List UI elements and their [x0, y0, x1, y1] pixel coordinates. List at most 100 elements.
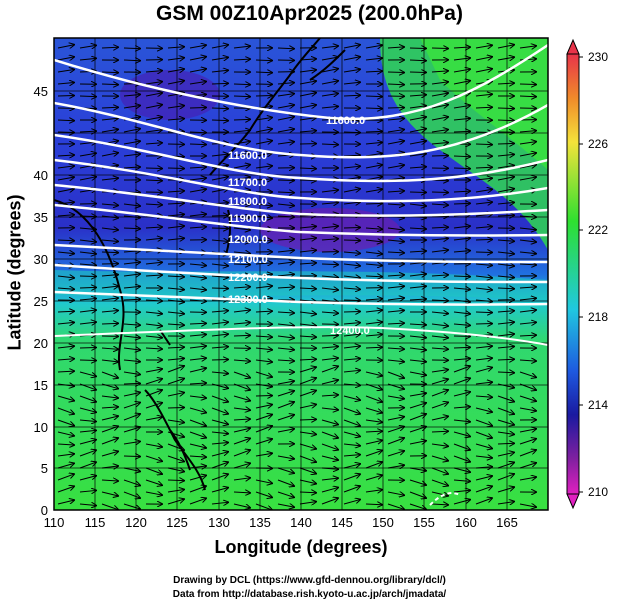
- streamline-arrow: [211, 395, 228, 402]
- streamline-arrow: [101, 371, 118, 378]
- streamline-arrow: [431, 467, 448, 474]
- streamline-arrow: [123, 262, 140, 264]
- streamline-arrow: [189, 475, 206, 481]
- streamline-arrow: [79, 322, 96, 324]
- x-tick-label: 130: [208, 515, 230, 530]
- streamline-arrow: [365, 71, 382, 72]
- streamline-arrow: [145, 105, 162, 108]
- streamline-arrow: [431, 71, 448, 72]
- streamline-arrow: [497, 165, 514, 168]
- streamline-arrow: [409, 427, 426, 433]
- streamline-arrow: [431, 431, 448, 432]
- streamline-arrow: [167, 420, 184, 423]
- streamline-arrow: [299, 467, 316, 474]
- x-axis-label: Longitude (degrees): [214, 537, 388, 557]
- streamline-arrow: [497, 276, 514, 278]
- streamline-arrow: [453, 226, 470, 228]
- contour-label: 12300.0: [228, 294, 268, 306]
- streamline-arrow: [167, 214, 184, 216]
- streamline-arrow: [475, 486, 492, 493]
- streamline-arrow: [167, 312, 184, 314]
- streamline-arrow: [343, 95, 360, 96]
- streamline-arrow: [453, 324, 470, 325]
- streamline-arrow: [387, 72, 404, 73]
- streamline-arrow: [475, 276, 492, 278]
- streamline-arrow: [167, 168, 184, 169]
- streamline-arrow: [453, 359, 470, 360]
- streamline-arrow: [299, 367, 316, 373]
- streamline-arrow: [233, 240, 250, 242]
- streamline-arrow: [57, 252, 74, 254]
- streamline-arrow: [299, 432, 316, 434]
- streamline-arrow: [57, 444, 74, 445]
- streamline-arrow: [387, 130, 404, 132]
- streamline-arrow: [255, 360, 272, 362]
- streamline-arrow: [189, 189, 206, 192]
- streamline-arrow: [57, 166, 74, 168]
- streamline-arrow: [343, 346, 360, 348]
- streamline-arrow: [497, 452, 514, 457]
- streamline-arrow: [431, 455, 448, 461]
- streamline-arrow: [145, 227, 162, 228]
- streamline-arrow: [365, 395, 382, 402]
- streamline-arrow: [79, 420, 96, 421]
- streamline-arrow: [365, 431, 382, 432]
- streamline-arrow: [123, 286, 140, 288]
- streamline-arrow: [101, 491, 118, 496]
- streamline-arrow: [123, 348, 140, 350]
- streamline-arrow: [167, 226, 184, 228]
- streamline-arrow: [497, 443, 514, 444]
- streamline-arrow: [145, 467, 162, 474]
- streamline-arrow: [475, 214, 492, 216]
- streamline-arrow: [57, 419, 74, 426]
- streamline-arrow: [189, 264, 206, 266]
- colorbar-top-arrow: [566, 38, 580, 55]
- streamline-arrow: [321, 69, 338, 72]
- streamline-arrow: [453, 288, 470, 289]
- streamline-arrow: [189, 323, 206, 324]
- streamline-arrow: [79, 299, 96, 300]
- streamline-arrow: [123, 274, 140, 276]
- streamline-arrow: [79, 371, 96, 376]
- streamline-arrow: [167, 300, 184, 302]
- streamline-arrow: [519, 371, 536, 377]
- streamline-arrow: [299, 479, 316, 484]
- streamline-arrow: [519, 504, 536, 507]
- streamline-arrow: [475, 57, 492, 60]
- streamline-arrow: [167, 393, 184, 396]
- streamline-arrow: [409, 348, 426, 350]
- streamline-arrow: [497, 432, 514, 434]
- streamline-arrow: [189, 288, 206, 290]
- streamline-arrow: [145, 417, 162, 420]
- streamline-arrow: [79, 153, 96, 156]
- streamline-arrow: [365, 490, 382, 492]
- streamline-arrow: [123, 129, 140, 132]
- streamline-arrow: [343, 120, 360, 121]
- streamline-arrow: [233, 419, 250, 420]
- streamline-arrow: [79, 490, 96, 492]
- streamline-arrow: [79, 264, 96, 265]
- streamline-arrow: [211, 120, 228, 121]
- streamline-arrow: [497, 240, 514, 241]
- streamline-arrow: [255, 480, 272, 483]
- streamline-arrow: [343, 464, 360, 469]
- streamline-arrow: [409, 336, 426, 338]
- streamline-arrow: [475, 312, 492, 313]
- streamline-arrow: [475, 467, 492, 468]
- streamline-arrow: [277, 467, 294, 473]
- streamline-arrow: [57, 322, 74, 324]
- streamline-arrow: [57, 311, 74, 312]
- streamline-arrow: [57, 431, 74, 436]
- streamline-arrow: [475, 358, 492, 360]
- streamline-arrow: [233, 287, 250, 288]
- x-tick-label: 125: [166, 515, 188, 530]
- streamline-arrow: [123, 414, 140, 421]
- streamline-arrow: [453, 366, 470, 373]
- streamline-arrow: [233, 492, 250, 493]
- streamline-arrow: [387, 275, 404, 276]
- streamline-arrow: [255, 166, 272, 168]
- streamline-arrow: [189, 276, 206, 278]
- streamline-arrow: [277, 250, 294, 252]
- streamline-arrow: [189, 383, 206, 384]
- streamline-arrow: [497, 474, 514, 481]
